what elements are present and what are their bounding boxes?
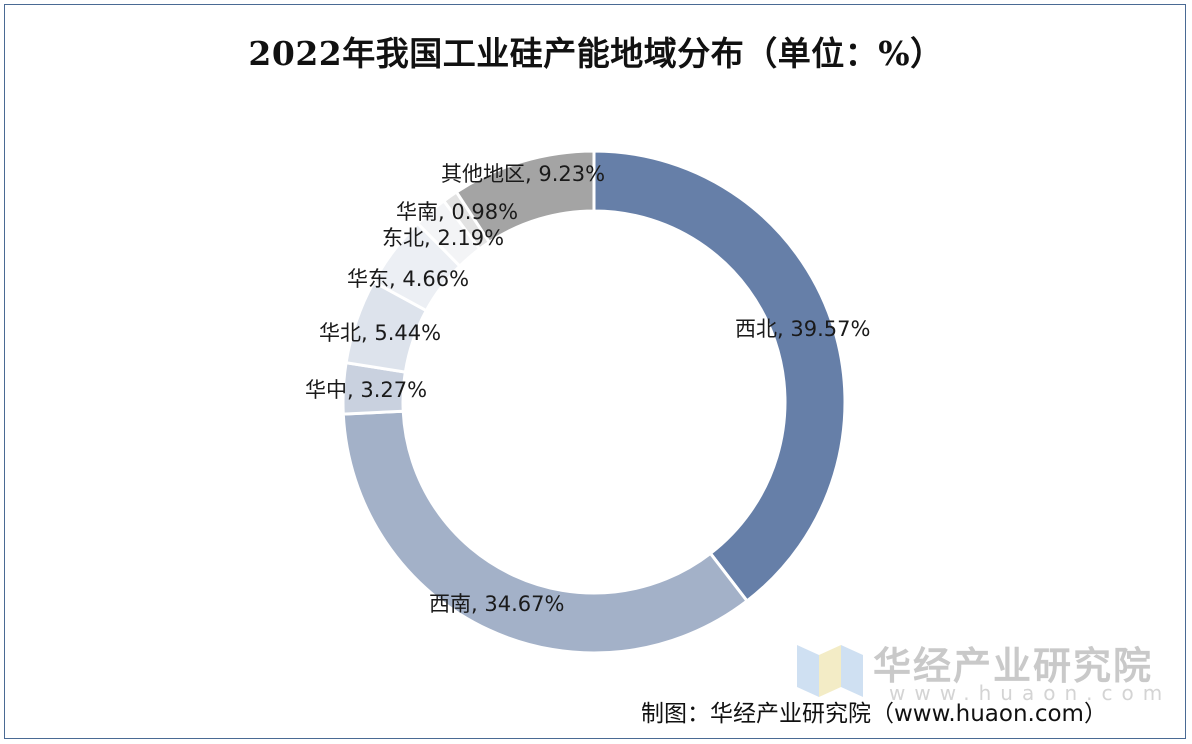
slice-8 (454, 149, 596, 245)
data-label-7: 华南, 0.98% (396, 200, 518, 224)
slice-2 (341, 409, 750, 655)
watermark-brand: 华经产业研究院 (873, 644, 1154, 688)
data-label-3: 华中, 3.27% (305, 378, 427, 402)
donut-slices (341, 149, 847, 655)
data-label-2: 西南, 34.67% (429, 592, 564, 616)
data-label-8: 其他地区, 9.23% (441, 162, 605, 186)
slice-1 (592, 149, 847, 604)
donut-chart: 西北, 39.57% 西南, 34.67% 华中, 3.27% 华北, 5.44% 华东… (305, 149, 870, 655)
chart-title: 2022年我国工业硅产能地域分布（单位：%） (248, 34, 944, 73)
chart-frame: 2022年我国工业硅产能地域分布（单位：%） 西北, 39.57% 西南, 34.… (4, 4, 1186, 739)
watermark-url: www.huaon.com (889, 681, 1172, 705)
data-label-1: 西北, 39.57% (735, 317, 870, 341)
data-label-6: 东北, 2.19% (382, 226, 504, 250)
data-label-5: 华东, 4.66% (347, 267, 469, 291)
data-label-4: 华北, 5.44% (319, 321, 441, 345)
source-note: 制图：华经产业研究院（www.huaon.com） (641, 701, 1107, 727)
slice-labels: 西北, 39.57% 西南, 34.67% 华中, 3.27% 华北, 5.44% 华东… (305, 162, 870, 616)
huaon-logo-icon (797, 645, 863, 697)
